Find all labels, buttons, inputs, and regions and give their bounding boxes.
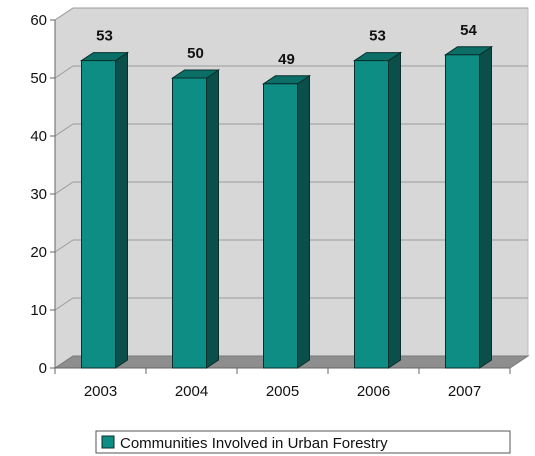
data-label: 53 [369, 28, 386, 45]
gridline-depth [54, 181, 74, 195]
x-tick-label: 2006 [357, 383, 390, 400]
data-labels: 53 50 49 53 54 [96, 22, 477, 68]
bar-side [388, 51, 401, 369]
y-tick-label: 30 [30, 186, 47, 203]
bar-side [115, 51, 128, 369]
bar-front [172, 77, 207, 369]
y-tick-label: 0 [39, 360, 47, 377]
bar-side [479, 45, 492, 369]
bar-front [354, 60, 389, 369]
data-label: 49 [278, 51, 295, 68]
x-tick-label: 2004 [175, 383, 208, 400]
y-tick-label: 50 [30, 70, 47, 87]
gridline-depth [54, 297, 74, 311]
legend-label: Communities Involved in Urban Forestry [120, 435, 388, 452]
data-label: 54 [460, 22, 477, 39]
bar-front [445, 54, 480, 369]
bar [79, 51, 130, 369]
legend-box [95, 430, 511, 454]
x-axis-tick-labels: 2003 2004 2005 2006 2007 [84, 383, 481, 400]
legend: Communities Involved in Urban Forestry [95, 430, 511, 454]
x-tick-label: 2005 [266, 383, 299, 400]
bar-side [206, 69, 219, 369]
bar-front [263, 83, 298, 369]
y-axis-tick-labels: 0 10 20 30 40 50 60 [30, 12, 47, 377]
x-tick-label: 2003 [84, 383, 117, 400]
y-tick-label: 40 [30, 128, 47, 145]
x-tick-label: 2007 [448, 383, 481, 400]
bar [352, 51, 403, 369]
gridline-depth [54, 65, 74, 79]
data-label: 53 [96, 28, 113, 45]
bar [443, 45, 494, 369]
gridline-depth [54, 7, 74, 21]
bars [79, 45, 494, 369]
data-label: 50 [187, 45, 204, 62]
bar [261, 74, 312, 369]
y-tick-label: 20 [30, 244, 47, 261]
y-tick-label: 60 [30, 12, 47, 29]
legend-swatch [101, 435, 115, 449]
y-tick-label: 10 [30, 302, 47, 319]
gridline-depth [54, 123, 74, 137]
gridline-depth [54, 239, 74, 253]
bar [170, 69, 221, 369]
bar-side [297, 74, 310, 369]
bar-front [81, 60, 116, 369]
